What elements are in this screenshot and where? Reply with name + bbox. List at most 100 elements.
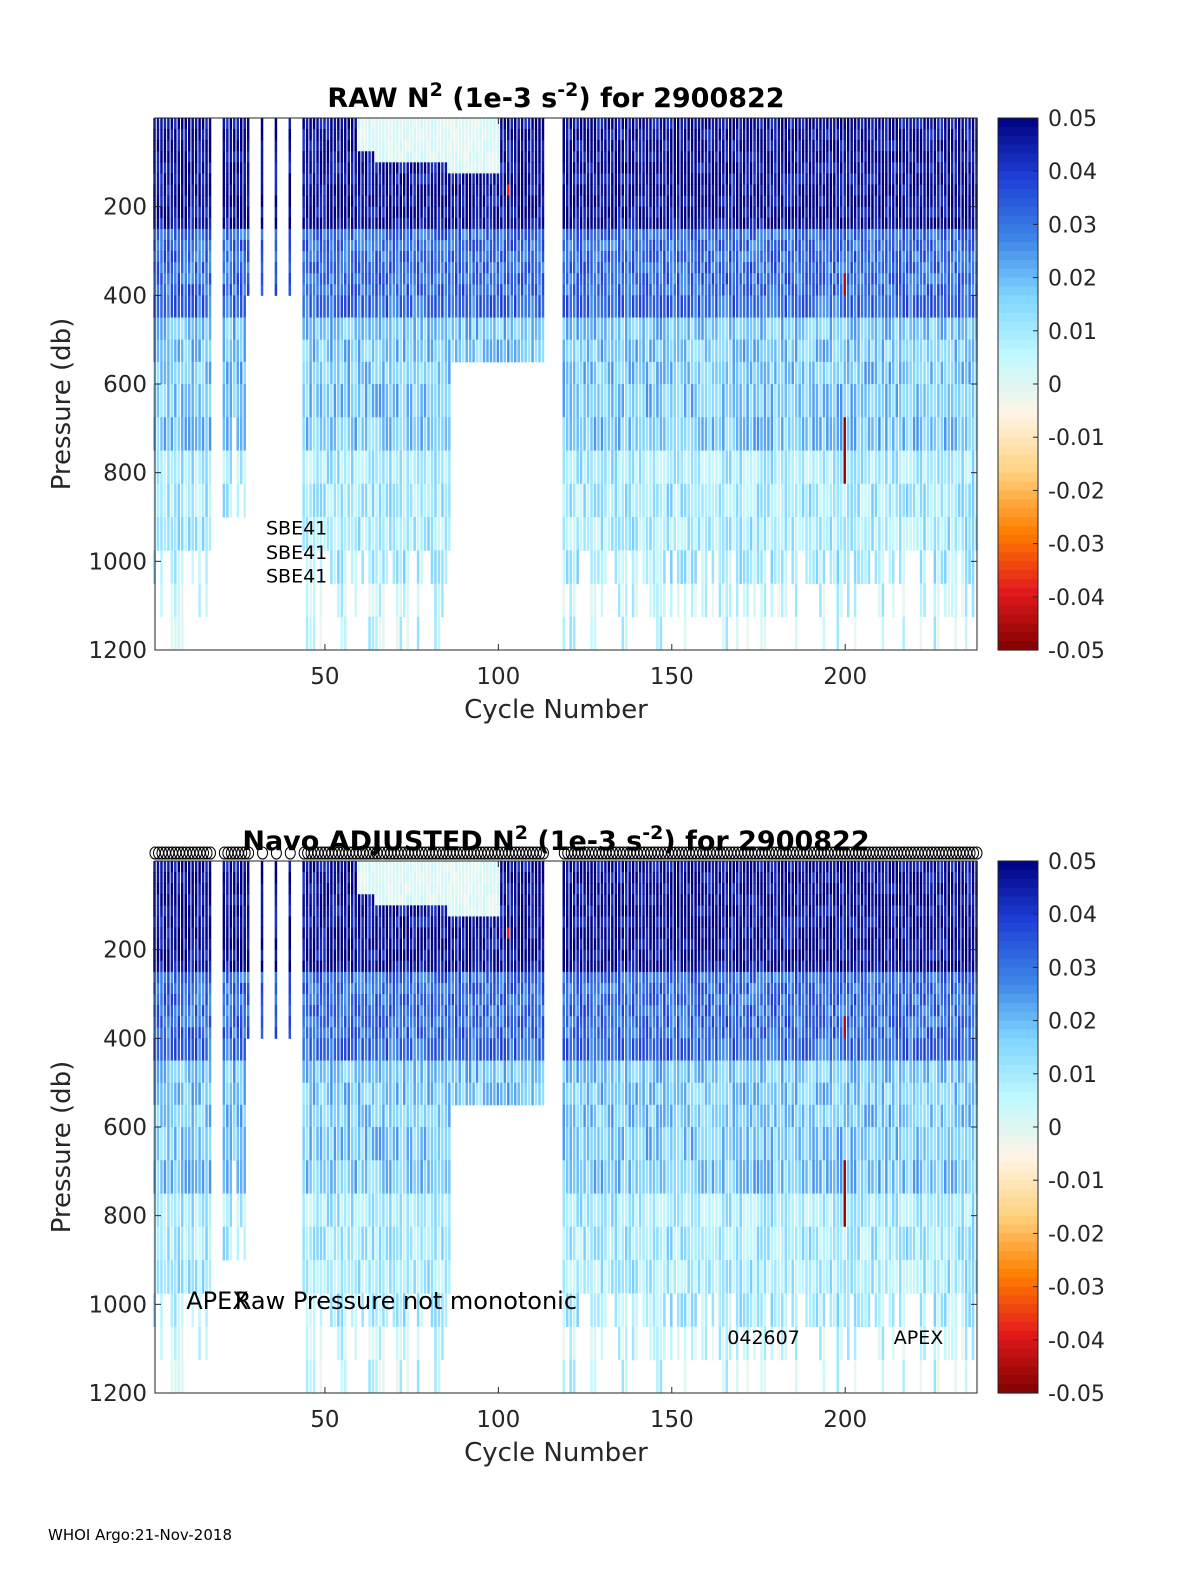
heatmap-cell xyxy=(725,361,729,385)
heatmap-cell xyxy=(718,217,722,230)
heatmap-cell xyxy=(781,361,784,385)
heatmap-cell xyxy=(409,317,413,341)
heatmap-cell xyxy=(409,262,413,274)
heatmap-cell xyxy=(593,517,597,551)
heatmap-cell xyxy=(756,317,760,341)
heatmap-cell xyxy=(246,129,250,141)
heatmap-cell xyxy=(566,262,569,274)
heatmap-cell xyxy=(756,339,760,363)
heatmap-cell xyxy=(774,206,777,219)
heatmap-cell xyxy=(402,206,406,219)
heatmap-cell xyxy=(892,140,895,152)
heatmap-cell xyxy=(378,273,382,285)
heatmap-cell xyxy=(402,483,406,518)
heatmap-cell xyxy=(382,417,385,451)
heatmap-cell xyxy=(468,206,472,219)
heatmap-cell xyxy=(697,295,701,318)
heatmap-cell xyxy=(732,339,735,363)
heatmap-cell xyxy=(857,384,860,418)
heatmap-cell xyxy=(187,417,191,451)
heatmap-cell xyxy=(434,450,437,485)
heatmap-cell xyxy=(375,262,378,274)
heatmap-cell xyxy=(226,118,229,130)
heatmap-cell xyxy=(184,417,187,451)
heatmap-cell xyxy=(898,262,902,274)
heatmap-cell xyxy=(586,417,590,451)
heatmap-cell xyxy=(822,173,826,185)
heatmap-cell xyxy=(722,251,725,263)
heatmap-cell xyxy=(347,339,350,363)
heatmap-cell xyxy=(434,195,437,208)
heatmap-cell xyxy=(465,118,468,130)
heatmap-cell xyxy=(711,262,715,274)
heatmap-cell xyxy=(673,239,677,252)
heatmap-cell xyxy=(156,361,160,385)
heatmap-cell xyxy=(507,262,510,274)
heatmap-cell xyxy=(656,384,659,418)
heatmap-cell xyxy=(888,262,892,274)
heatmap-cell xyxy=(371,151,375,163)
heatmap-cell xyxy=(316,317,319,341)
heatmap-cell xyxy=(396,129,399,141)
heatmap-cell xyxy=(902,118,905,130)
heatmap-cell xyxy=(840,583,843,618)
heatmap-cell xyxy=(389,251,392,263)
heatmap-cell xyxy=(604,151,607,163)
heatmap-cell xyxy=(243,239,246,252)
heatmap-cell xyxy=(864,118,867,130)
heatmap-cell xyxy=(305,550,309,584)
heatmap-cell xyxy=(465,129,468,141)
heatmap-cell xyxy=(774,450,777,485)
heatmap-cell xyxy=(826,173,829,185)
heatmap-cell xyxy=(815,384,819,418)
heatmap-cell xyxy=(198,228,201,241)
heatmap-cell xyxy=(260,151,264,163)
heatmap-cell xyxy=(468,184,472,197)
heatmap-cell xyxy=(715,361,718,385)
heatmap-cell xyxy=(500,295,503,318)
heatmap-cell xyxy=(461,228,465,241)
heatmap-cell xyxy=(201,239,205,252)
heatmap-cell xyxy=(749,239,753,252)
heatmap-cell xyxy=(812,217,815,230)
heatmap-cell xyxy=(774,295,777,318)
heatmap-cell xyxy=(181,206,184,219)
heatmap-cell xyxy=(864,417,867,451)
heatmap-cell xyxy=(753,173,756,185)
heatmap-cell xyxy=(864,251,867,263)
heatmap-cell xyxy=(829,273,833,285)
heatmap-cell xyxy=(645,517,649,551)
heatmap-cell xyxy=(236,118,239,130)
heatmap-cell xyxy=(167,517,170,551)
heatmap-cell xyxy=(659,384,663,418)
heatmap-cell xyxy=(382,284,385,296)
heatmap-cell xyxy=(846,273,850,285)
heatmap-cell xyxy=(201,262,205,274)
heatmap-cell xyxy=(777,273,781,285)
heatmap-cell xyxy=(229,195,233,208)
heatmap-cell xyxy=(371,262,375,274)
heatmap-cell xyxy=(801,361,805,385)
heatmap-cell xyxy=(635,184,638,197)
heatmap-cell xyxy=(524,317,527,341)
heatmap-cell xyxy=(781,129,784,141)
heatmap-cell xyxy=(361,295,364,318)
heatmap-cell xyxy=(618,517,621,551)
heatmap-cell xyxy=(701,173,704,185)
heatmap-cell xyxy=(274,217,278,230)
heatmap-cell xyxy=(895,384,898,418)
heatmap-cell xyxy=(680,262,683,274)
heatmap-cell xyxy=(524,118,527,130)
heatmap-cell xyxy=(597,184,600,197)
heatmap-cell xyxy=(347,195,350,208)
heatmap-cell xyxy=(628,450,631,485)
heatmap-cell xyxy=(583,129,586,141)
heatmap-cell xyxy=(527,184,531,197)
heatmap-cell xyxy=(458,184,461,197)
heatmap-cell xyxy=(898,384,902,418)
heatmap-cell xyxy=(413,173,416,185)
heatmap-cell xyxy=(763,206,767,219)
heatmap-cell xyxy=(396,384,399,418)
heatmap-cell xyxy=(791,118,794,130)
heatmap-cell xyxy=(853,417,857,451)
